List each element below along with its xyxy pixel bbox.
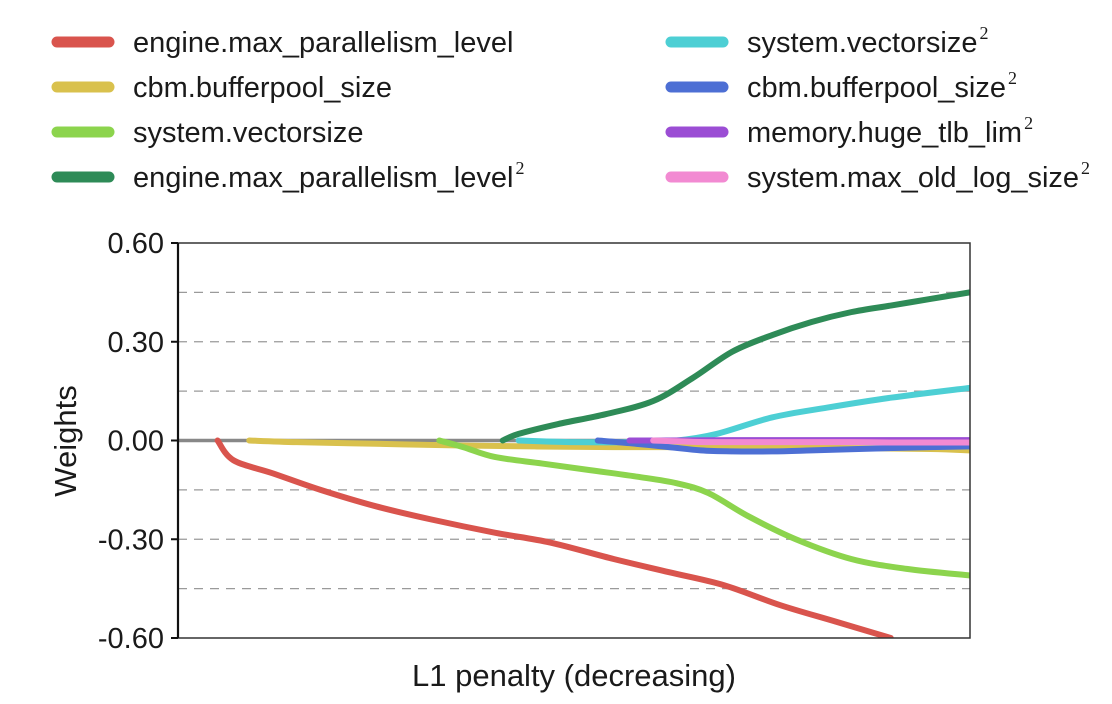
series-line-7: [650, 437, 970, 446]
legend-label-6: memory.huge_tlb_lim 2: [747, 113, 1033, 149]
legend-label-1: cbm.bufferpool_size: [133, 72, 392, 104]
y-axis-label: Weights: [48, 385, 83, 496]
series-line-4: [515, 384, 970, 446]
legend-label-4: system.vectorsize 2: [747, 23, 988, 59]
legend-label-5: cbm.bufferpool_size 2: [747, 68, 1017, 104]
series-line-3: [499, 289, 970, 444]
y-tick-label-4: -0.60: [98, 623, 164, 655]
y-tick-label-3: -0.30: [98, 524, 164, 556]
legend: engine.max_parallelism_level cbm.bufferpo…: [51, 23, 1090, 194]
legend-label-7: system.max_old_log_size 2: [747, 158, 1090, 194]
y-tick-label-2: 0.00: [108, 426, 164, 458]
axes: 0.60 0.30 0.00 -0.30 -0.60: [98, 228, 971, 655]
legend-label-0: engine.max_parallelism_level: [133, 27, 513, 59]
legend-label-3: engine.max_parallelism_level 2: [133, 158, 524, 194]
series-line-5: [594, 437, 970, 455]
series-line-2: [436, 437, 970, 579]
legend-label-2: system.vectorsize: [133, 117, 363, 149]
y-tick-label-0: 0.60: [108, 228, 164, 260]
plot-lines: [214, 289, 970, 638]
series-line-0: [214, 437, 894, 638]
x-axis-label: L1 penalty (decreasing): [412, 658, 736, 693]
y-tick-label-1: 0.30: [108, 327, 164, 359]
